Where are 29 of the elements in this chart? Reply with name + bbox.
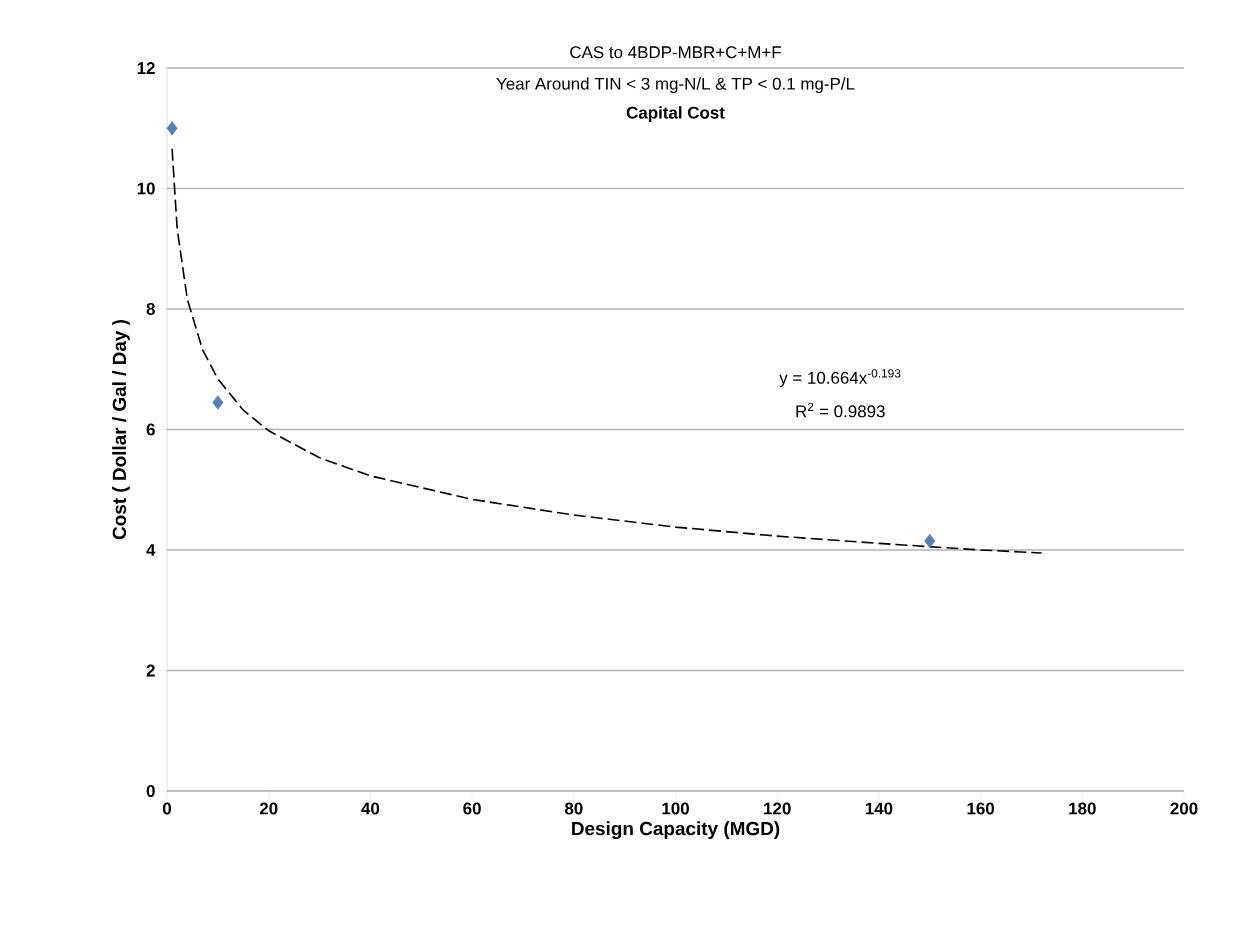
y-axis-title: Cost ( Dollar / Gal / Day ) — [112, 320, 130, 540]
x-tick-label: 140 — [865, 802, 893, 815]
x-tick-label: 40 — [361, 802, 380, 815]
x-tick-label: 100 — [662, 802, 689, 815]
x-tick-label: 160 — [967, 802, 995, 815]
chart-title: CAS to 4BDP-MBR+C+M+F — [570, 46, 781, 59]
x-tick-label: 0 — [162, 802, 172, 815]
y-tick-label: 12 — [137, 62, 155, 74]
x-tick-label: 60 — [463, 802, 481, 815]
y-tick-label: 2 — [146, 664, 155, 677]
annotation: y = 10.664x$^{-0.193}$ — [779, 369, 901, 388]
x-tick-label: 20 — [259, 802, 278, 815]
line-series — [171, 147, 1043, 554]
y-tick-label: 0 — [146, 785, 155, 797]
x-axis-title: Design Capacity (MGD) — [572, 821, 780, 840]
point — [212, 395, 224, 410]
y-tick-label: 8 — [146, 302, 155, 315]
x-tick-label: 120 — [764, 802, 791, 815]
y-tick-label: 4 — [146, 544, 156, 556]
x-tick-label: 200 — [1170, 802, 1198, 815]
annotation: R$^{2}$ = 0.9893 — [796, 402, 885, 418]
point — [166, 121, 178, 136]
x-tick-label: 180 — [1069, 802, 1096, 815]
y-tick-label: 6 — [146, 423, 155, 436]
x-tick-label: 80 — [564, 802, 583, 815]
text: Year Around TIN < 3 mg-N/L & TP < 0.1 mg-P/L — [496, 77, 855, 94]
annotation: Capital Cost — [626, 106, 725, 123]
point — [924, 533, 936, 549]
y-tick-label: 10 — [137, 182, 155, 195]
